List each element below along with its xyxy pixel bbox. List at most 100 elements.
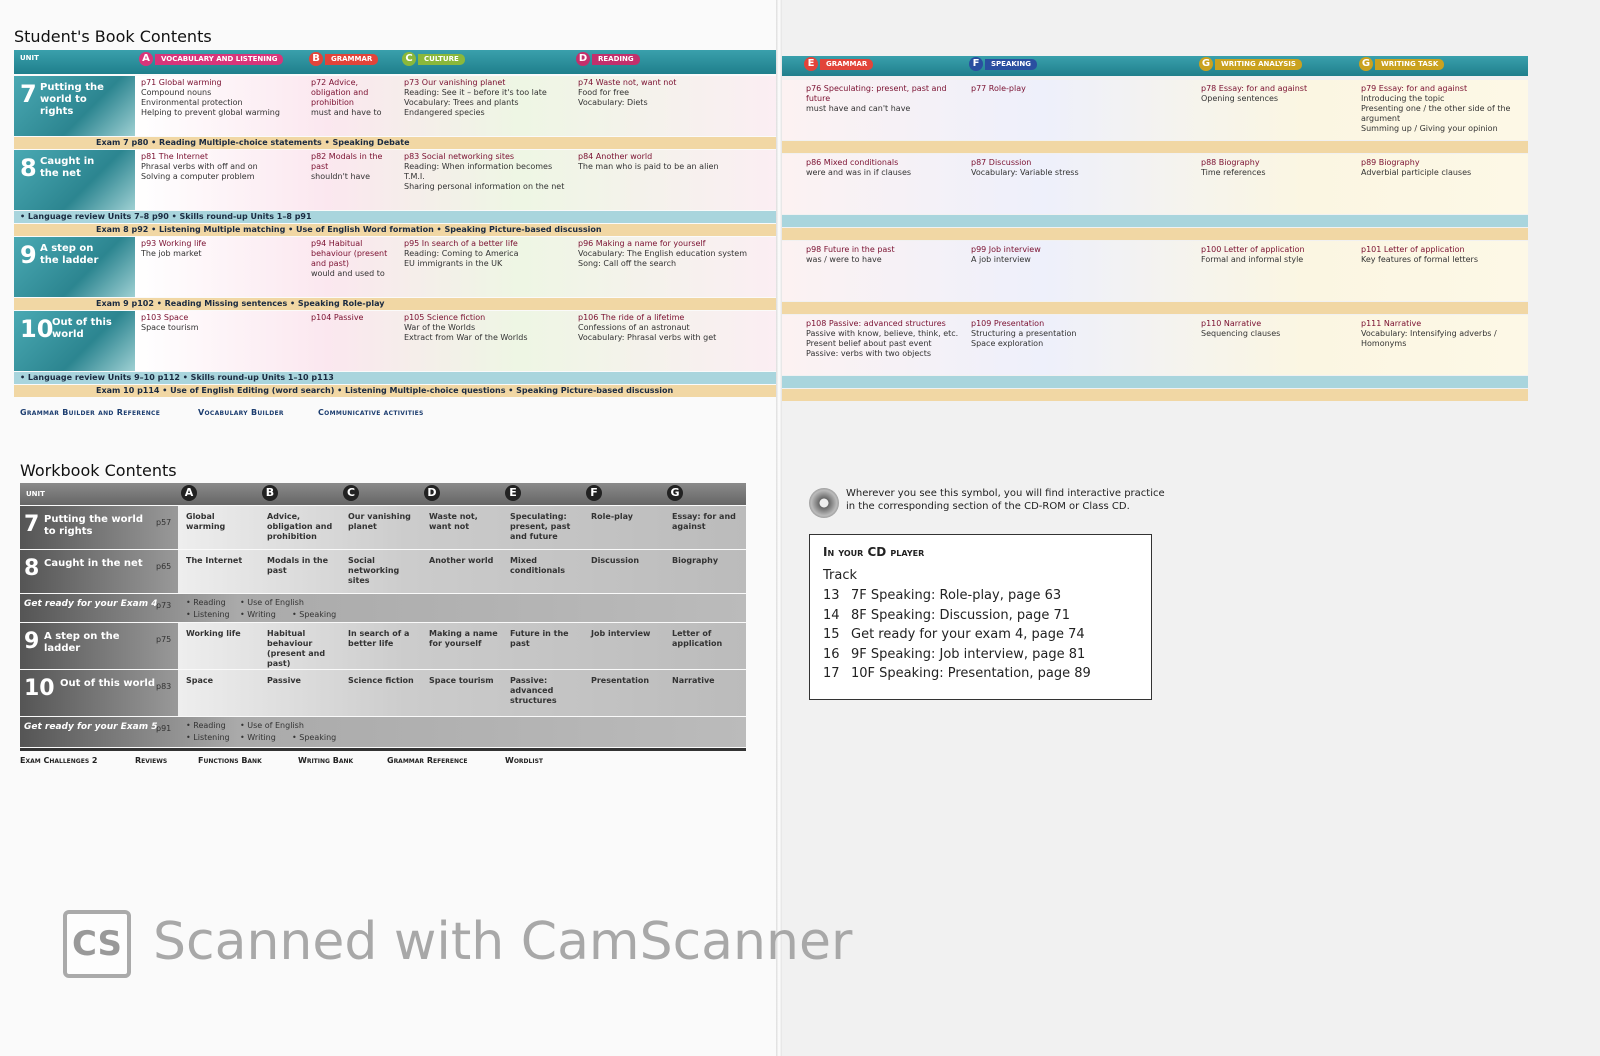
cell-heading: p95 In search of a better life	[404, 239, 518, 248]
wb-cell: Science fiction	[348, 676, 414, 685]
gutter	[776, 0, 782, 1056]
wb-strip-item: • Listening	[186, 610, 230, 619]
unit-number: 10	[24, 676, 55, 701]
cell: p84 Another world The man who is paid to …	[578, 152, 771, 172]
cell-heading: p71 Global warming	[141, 78, 222, 87]
unit-cell	[14, 311, 135, 371]
cell: p98 Future in the past was / were to have	[806, 245, 961, 265]
cell: p82 Modals in the past shouldn't have	[311, 152, 394, 182]
footer-link: Functions Bank	[198, 756, 262, 765]
wb-strip-item: • Use of English	[240, 721, 304, 730]
page-ref: p57	[156, 518, 172, 527]
wb-cell: Working life	[186, 629, 241, 638]
cell-line: shouldn't have	[311, 172, 371, 181]
unit-title: Out of this world	[60, 678, 155, 689]
cell-heading: p106 The ride of a lifetime	[578, 313, 685, 322]
cell-heading: p77 Role-play	[971, 84, 1026, 93]
cell-heading: p79 Essay: for and against	[1361, 84, 1468, 93]
letter-circle: B	[262, 485, 278, 501]
cell-line: Sequencing clauses	[1201, 329, 1281, 338]
cell: p101 Letter of application Key features o…	[1361, 245, 1524, 265]
wb-strip-item: • Writing	[240, 610, 276, 619]
cell-heading: p94 Habitual behaviour (present and past…	[311, 239, 388, 268]
cell-line: Introducing the topic	[1361, 94, 1445, 103]
wb-cell: Passive: advanced structures	[510, 676, 557, 705]
unit-number: 9	[24, 629, 40, 654]
cell-line: Endangered species	[404, 108, 485, 117]
unit-number: 7	[24, 512, 40, 537]
wb-row	[178, 623, 746, 669]
cell-line: Vocabulary: Diets	[578, 98, 648, 107]
strip	[782, 215, 1528, 227]
cell-heading: p111 Narrative	[1361, 319, 1422, 328]
cell-line: Extract from War of the Worlds	[404, 333, 528, 342]
unit-cell	[14, 150, 135, 210]
wb-cell: Social networking sites	[348, 556, 400, 585]
cell-heading: p109 Presentation	[971, 319, 1045, 328]
track-text: 10F Speaking: Presentation, page 89	[851, 666, 1091, 681]
track-text: 7F Speaking: Role-play, page 63	[851, 588, 1062, 603]
cell: p77 Role-play	[971, 84, 1191, 94]
wb-cell: Making a name for yourself	[429, 629, 498, 648]
footer-link: Exam Challenges 2	[20, 756, 98, 765]
footer-link: Vocabulary Builder	[198, 408, 284, 417]
header-label: Speaking	[985, 59, 1038, 70]
unit-title: A step on the ladder	[40, 243, 99, 266]
letter-circle: C	[343, 485, 359, 501]
wb-cell: In search of a better life	[348, 629, 410, 648]
cd-box-title: In your CD player	[823, 545, 925, 559]
exam-label: Get ready for your Exam 4	[24, 599, 158, 609]
wb-row	[178, 670, 746, 716]
header-label: Grammar	[325, 54, 379, 65]
cell: p93 Working life The job market	[141, 239, 301, 259]
cell-heading: p78 Essay: for and against	[1201, 84, 1308, 93]
cell-line: Vocabulary: Trees and plants	[404, 98, 519, 107]
cell: p83 Social networking sites Reading: When…	[404, 152, 568, 192]
unit-number: 8	[24, 556, 40, 581]
wb-unit-cell	[20, 670, 178, 716]
page-ref: p65	[156, 562, 172, 571]
cell-line: Sharing personal information on the net	[404, 182, 565, 191]
wb-cell: Waste not, want not	[429, 512, 478, 531]
unit-cell	[14, 76, 135, 136]
letter-circle: C	[402, 52, 416, 66]
cell-line: War of the Worlds	[404, 323, 476, 332]
header-label: Writing analysis	[1215, 59, 1302, 70]
letter-circle: G	[667, 485, 683, 501]
page-ref: p83	[156, 682, 172, 691]
cell-heading: p76 Speculating: present, past and futur…	[806, 84, 947, 103]
wb-cell: Modals in the past	[267, 556, 329, 575]
track-number: 17	[823, 666, 840, 681]
wb-cell: Biography	[672, 556, 719, 565]
cell-heading: p88 Biography	[1201, 158, 1260, 167]
cell-line: A job interview	[971, 255, 1031, 264]
header-label: Reading	[592, 54, 640, 65]
strip	[782, 302, 1528, 314]
cell: p95 In search of a better life Reading: C…	[404, 239, 568, 269]
wb-cell: Essay: for and against	[672, 512, 736, 531]
cell-line: Song: Call off the search	[578, 259, 677, 268]
cell: p74 Waste not, want not Food for free Voca…	[578, 78, 771, 108]
wb-header-label: Unit	[26, 490, 45, 498]
cell: p108 Passive: advanced structures Passive…	[806, 319, 961, 359]
exam-label: Get ready for your Exam 5	[24, 722, 158, 732]
cell-heading: p110 Narrative	[1201, 319, 1262, 328]
cell-line: Adverbial participle clauses	[1361, 168, 1472, 177]
cell-line: Space exploration	[971, 339, 1044, 348]
cell-line: The man who is paid to be an alien	[578, 162, 719, 171]
cell-line: Helping to prevent global warming	[141, 108, 280, 117]
wb-cell: Space	[186, 676, 214, 685]
cell-line: Space tourism	[141, 323, 199, 332]
cell: p81 The Internet Phrasal verbs with off a…	[141, 152, 301, 182]
unit-number: 10	[20, 315, 54, 343]
cell-line: must and have to	[311, 108, 382, 117]
header-label: Grammar	[820, 59, 874, 70]
content-row	[782, 80, 1528, 140]
content-row	[782, 241, 1528, 301]
wb-bottom-rule	[20, 748, 746, 751]
cell-heading: p84 Another world	[578, 152, 653, 161]
header-label: Writing task	[1375, 59, 1445, 70]
cell-heading: p108 Passive: advanced structures	[806, 319, 946, 328]
wb-unit-cell	[20, 506, 178, 549]
